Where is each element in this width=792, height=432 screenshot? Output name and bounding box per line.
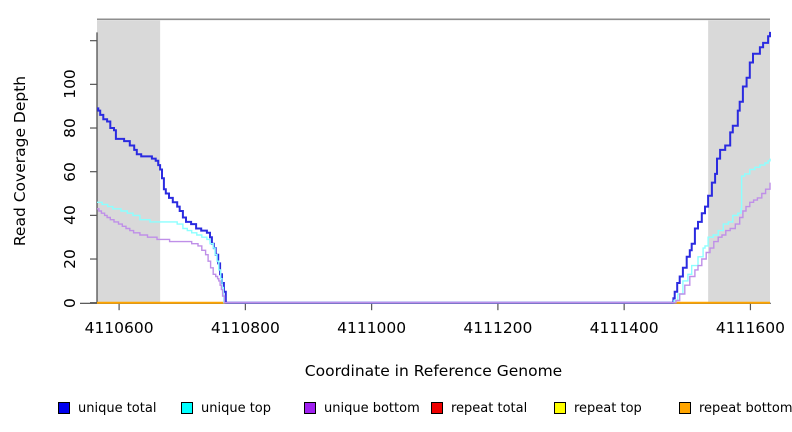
legend-item: repeat total xyxy=(431,398,527,418)
y-tick-label: 40 xyxy=(61,205,79,226)
legend-label: repeat total xyxy=(451,400,528,416)
legend-label: repeat top xyxy=(574,400,642,416)
legend-label: repeat bottom xyxy=(699,400,792,416)
x-tick-label: 4110800 xyxy=(210,319,280,337)
y-tick-label: 100 xyxy=(61,69,79,100)
legend-label: unique top xyxy=(201,400,272,416)
x-tick-label: 4111000 xyxy=(337,319,407,337)
legend-label: unique total xyxy=(78,400,157,416)
legend-item: unique top xyxy=(181,398,271,418)
y-tick-label: 20 xyxy=(61,249,79,269)
legend: unique total unique top unique bottom repea… xyxy=(0,398,792,420)
legend-swatch-icon xyxy=(304,402,316,414)
x-tick-label: 4111200 xyxy=(463,319,533,337)
x-tick-label: 4111600 xyxy=(715,319,785,337)
y-tick-label: 0 xyxy=(61,297,79,308)
series-line-unique-bottom xyxy=(97,182,771,304)
legend-item: unique bottom xyxy=(304,398,420,418)
x-tick-label: 4110600 xyxy=(84,319,154,337)
legend-item: repeat top xyxy=(554,398,642,418)
shaded-region xyxy=(97,20,161,303)
legend-swatch-icon xyxy=(58,402,70,414)
series-line-unique-total xyxy=(97,31,771,304)
legend-item: repeat bottom xyxy=(679,398,792,418)
legend-label: unique bottom xyxy=(324,400,420,416)
series-line-unique-top xyxy=(97,158,771,304)
y-tick-label: 80 xyxy=(61,118,79,138)
x-tick-label: 4111400 xyxy=(589,319,659,337)
legend-swatch-icon xyxy=(181,402,193,414)
legend-swatch-icon xyxy=(554,402,566,414)
y-axis-title: Read Coverage Depth xyxy=(11,75,29,247)
x-axis-title: Coordinate in Reference Genome xyxy=(304,362,563,380)
shaded-region xyxy=(708,20,770,303)
legend-swatch-icon xyxy=(679,402,691,414)
y-tick-label: 60 xyxy=(61,161,79,182)
legend-swatch-icon xyxy=(431,402,443,414)
legend-item: unique total xyxy=(58,398,156,418)
